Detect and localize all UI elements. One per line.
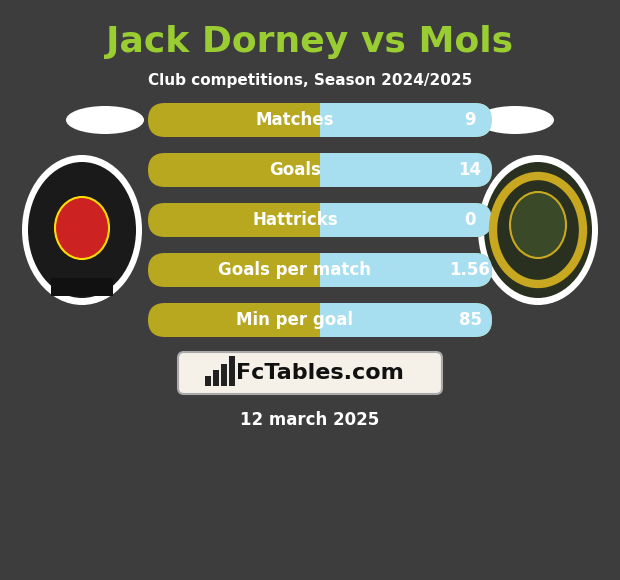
Text: 85: 85 — [459, 311, 482, 329]
Bar — [51, 278, 113, 296]
FancyBboxPatch shape — [320, 153, 492, 187]
FancyBboxPatch shape — [148, 303, 492, 337]
Ellipse shape — [55, 197, 109, 259]
FancyBboxPatch shape — [148, 253, 492, 287]
Text: Club competitions, Season 2024/2025: Club competitions, Season 2024/2025 — [148, 72, 472, 88]
Ellipse shape — [510, 192, 566, 258]
FancyBboxPatch shape — [320, 203, 492, 237]
Bar — [320, 203, 340, 237]
Text: 9: 9 — [464, 111, 476, 129]
Text: 14: 14 — [458, 161, 482, 179]
Text: Goals: Goals — [269, 161, 321, 179]
Bar — [320, 103, 340, 137]
Text: 1.56: 1.56 — [450, 261, 490, 279]
Ellipse shape — [66, 106, 144, 134]
Text: Matches: Matches — [255, 111, 334, 129]
FancyBboxPatch shape — [148, 203, 492, 237]
Text: 0: 0 — [464, 211, 476, 229]
Bar — [229, 356, 235, 386]
Bar — [320, 153, 340, 187]
Bar — [205, 376, 211, 386]
Text: Jack Dorney vs Mols: Jack Dorney vs Mols — [107, 25, 513, 59]
FancyBboxPatch shape — [320, 303, 492, 337]
Ellipse shape — [484, 162, 592, 298]
Bar — [221, 364, 227, 386]
Text: Min per goal: Min per goal — [236, 311, 353, 329]
FancyBboxPatch shape — [148, 153, 492, 187]
Bar — [213, 370, 219, 386]
Bar — [320, 303, 340, 337]
Text: Goals per match: Goals per match — [218, 261, 371, 279]
FancyBboxPatch shape — [178, 352, 442, 394]
Ellipse shape — [22, 155, 142, 305]
FancyBboxPatch shape — [320, 103, 492, 137]
Bar — [320, 253, 340, 287]
FancyBboxPatch shape — [320, 253, 492, 287]
Text: FcTables.com: FcTables.com — [236, 363, 404, 383]
Ellipse shape — [476, 106, 554, 134]
FancyBboxPatch shape — [148, 103, 492, 137]
Text: 12 march 2025: 12 march 2025 — [241, 411, 379, 429]
Text: Hattricks: Hattricks — [252, 211, 338, 229]
Ellipse shape — [478, 155, 598, 305]
Ellipse shape — [28, 162, 136, 298]
